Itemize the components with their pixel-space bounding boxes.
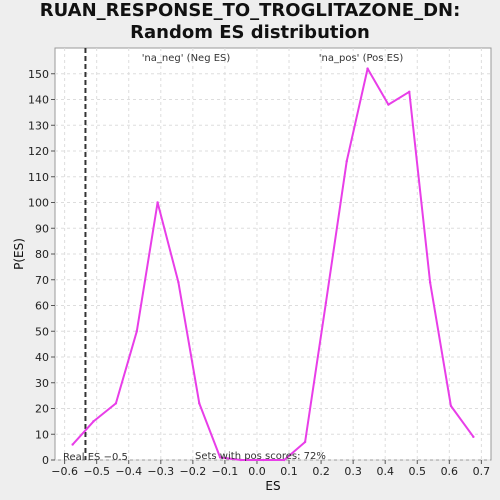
series-line [71,67,475,461]
y-tick-label: 30 [35,377,49,390]
x-tick-label: 0.2 [312,465,330,478]
pos-es-label: 'na_pos' (Pos ES) [319,53,404,64]
x-tick-label: 0.0 [248,465,266,478]
neg-es-label: 'na_neg' (Neg ES) [142,53,231,64]
y-tick-label: 60 [35,300,49,313]
real-es-label: Real ES −0.5 [63,452,128,463]
data-point [198,402,201,405]
x-axis: −0.6 −0.5 −0.4 −0.3 −0.2 −0.1 0.0 0.1 0.2 0.3 0.4 0… [51,460,490,478]
series-layer [71,67,475,462]
x-tick-label: −0.6 [51,465,78,478]
data-point [71,443,74,446]
pos-scores-label: Sets with pos scores: 72% [195,451,326,462]
data-point [283,458,286,462]
y-tick-label: 50 [35,325,49,338]
grid [55,48,491,461]
x-tick-label: −0.2 [179,465,206,478]
y-axis: 0 10 20 30 40 50 60 70 80 90 100 110 120 130 140 150 [28,68,55,467]
y-tick-label: 120 [28,145,49,158]
y-tick-label: 150 [28,68,49,81]
data-point [324,301,328,305]
x-tick-label: 0.1 [280,465,298,478]
data-point [303,440,307,444]
y-tick-label: 70 [35,274,49,287]
data-point [262,458,265,462]
data-point [239,458,243,462]
data-point [114,402,118,405]
chart-title: RUAN_RESPONSE_TO_TROGLITAZONE_DN: Random… [39,0,461,43]
x-tick-label: −0.3 [147,465,174,478]
data-point [428,281,432,284]
y-tick-label: 90 [35,222,49,235]
y-tick-label: 130 [28,119,49,132]
x-tick-label: −0.5 [83,465,110,478]
y-tick-label: 40 [35,351,49,364]
data-point [449,404,453,408]
data-point [135,330,138,333]
x-tick-label: 0.6 [441,465,459,478]
x-axis-label: ES [265,479,280,493]
y-tick-label: 0 [42,454,49,467]
x-tick-label: 0.5 [409,465,427,478]
data-point [92,420,95,423]
data-point [472,435,475,439]
x-tick-label: 0.7 [473,465,491,478]
y-axis-label: P(ES) [12,238,26,270]
data-point [345,160,348,163]
x-tick-label: 0.3 [344,465,362,478]
data-point [408,90,411,93]
x-tick-label: −0.4 [115,465,142,478]
data-point [366,67,369,70]
y-tick-label: 100 [28,197,49,210]
data-point [218,456,222,459]
x-tick-label: −0.1 [212,465,239,478]
y-tick-label: 110 [28,171,49,184]
data-point [177,281,180,284]
y-tick-label: 140 [28,94,49,107]
data-point [387,103,390,106]
x-tick-label: 0.4 [376,465,394,478]
y-tick-label: 10 [35,428,49,441]
y-tick-label: 80 [35,248,49,261]
y-tick-label: 20 [35,403,49,416]
data-point [156,201,159,204]
